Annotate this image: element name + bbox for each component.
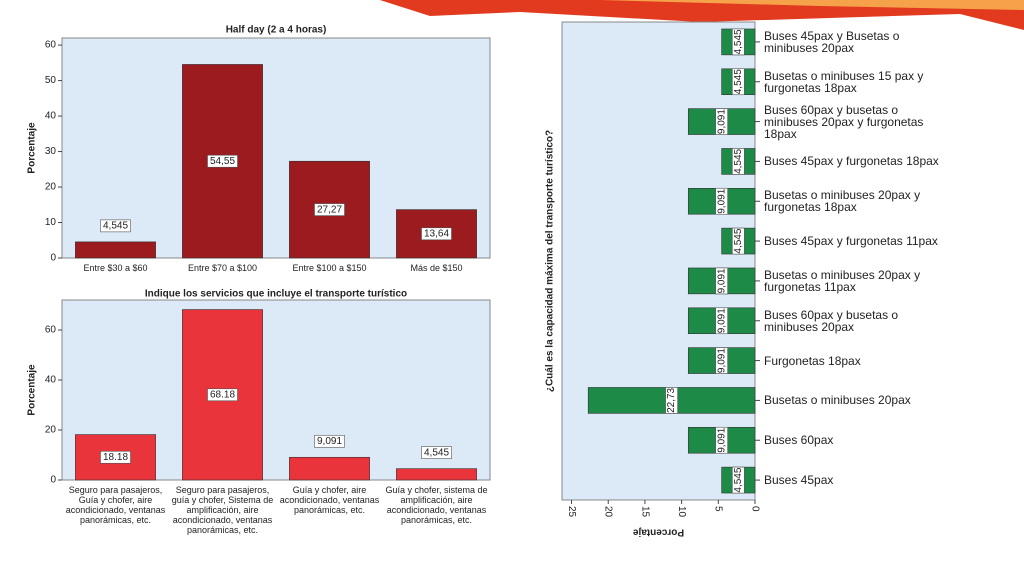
label-box [314, 434, 345, 448]
y-tick-label: 20 [45, 182, 57, 193]
data-label: 9,091 [716, 308, 727, 333]
y-tick-label: 0 [50, 253, 56, 264]
label-box [100, 450, 131, 464]
y-tick-label: 20 [45, 425, 57, 436]
plot-area [561, 21, 756, 501]
label-box [732, 28, 745, 56]
data-label: 9,091 [716, 427, 727, 452]
data-label: 68.18 [210, 389, 235, 400]
data-label: 22,73 [666, 387, 677, 412]
label-box [715, 187, 728, 215]
data-label: 9,091 [716, 268, 727, 293]
label-box [732, 466, 745, 494]
y-tick-label: 0 [50, 475, 56, 486]
decor [380, 0, 1024, 30]
y-tick-label: Buses 45pax y furgonetas 18pax [764, 154, 939, 169]
y-tick-label: 40 [45, 375, 57, 386]
x-tick-label: Guía y chofer, sistema de amplificación,… [385, 485, 488, 525]
y-tick-label: 60 [45, 40, 57, 51]
y-tick-label: 40 [45, 111, 57, 122]
y-tick-label: Busetas o minibuses 15 pax y furgonetas … [764, 68, 924, 95]
label-box [732, 148, 745, 175]
data-label: 4,545 [733, 29, 744, 54]
data-label: 4,545 [733, 69, 744, 94]
bar [396, 468, 477, 481]
label-box [100, 219, 131, 233]
data-label: 9,091 [317, 436, 342, 447]
x-tick-label: Guía y chofer, aire acondicionado, venta… [279, 485, 380, 515]
data-label: 54,55 [210, 156, 235, 167]
y-tick-label: Buses 60pax [764, 433, 834, 448]
x-tick-label: 0 [749, 506, 760, 512]
y-tick-label: Buses 45pax y Busetas o minibuses 20pax [764, 28, 900, 55]
bar [75, 241, 156, 259]
x-tick-label: 25 [566, 506, 577, 518]
x-tick-label: Seguro para pasajeros, guía y chofer, Si… [171, 485, 274, 535]
label-box [732, 68, 745, 96]
y-tick-label: Buses 60pax y busetas o minibuses 20pax [764, 307, 899, 334]
y-tick-label: Busetas o minibuses 20pax y furgonetas 1… [764, 267, 921, 294]
y-tick-label: Buses 45pax [764, 473, 834, 488]
x-tick-label: 15 [639, 506, 650, 518]
x-tick-label: Seguro para pasajeros, Guía y chofer, ai… [65, 485, 166, 525]
label-box [715, 307, 728, 335]
x-tick-label: Más de $150 [410, 263, 463, 273]
y-tick-label: 60 [45, 325, 57, 336]
data-label: 4,545 [733, 467, 744, 492]
y-tick-label: 50 [45, 75, 57, 86]
label-box [715, 108, 728, 135]
label-box [715, 267, 728, 295]
data-label: 9,091 [716, 348, 727, 373]
y-tick-label: Busetas o minibuses 20pax [764, 393, 911, 408]
y-tick-label: 30 [45, 146, 57, 157]
label-box [421, 446, 452, 459]
label-box [665, 387, 678, 414]
x-axis-label: Porcentaje [632, 526, 684, 537]
label-box [715, 347, 728, 374]
y-tick-label: Busetas o minibuses 20pax y furgonetas 1… [764, 188, 921, 215]
y-tick-label: Buses 45pax y furgonetas 11pax [764, 234, 938, 249]
data-label: 4,545 [733, 148, 744, 173]
x-tick-label: Entre $100 a $150 [292, 263, 367, 273]
chart-title: Half day (2 a 4 horas) [226, 25, 327, 36]
x-tick-label: 5 [713, 506, 724, 512]
data-label: 18.18 [103, 452, 128, 463]
label-box [314, 203, 345, 216]
data-label: 4,545 [424, 447, 449, 458]
data-label: 27,27 [317, 204, 342, 215]
label-box [207, 388, 238, 402]
x-tick-label: 10 [676, 506, 687, 518]
y-tick-label: 10 [45, 217, 57, 228]
y-axis-label: Porcentaje [27, 122, 38, 174]
data-label: 4,545 [733, 228, 744, 253]
label-box [207, 154, 238, 168]
y-axis-label: Porcentaje [27, 364, 38, 416]
y-tick-label: Furgonetas 18pax [764, 353, 861, 368]
label-box [732, 227, 745, 255]
y-tick-label: Buses 60pax y busetas o minibuses 20pax … [764, 102, 924, 141]
data-label: 9,091 [716, 109, 727, 134]
x-tick-label: Entre $30 a $60 [83, 263, 148, 273]
x-tick-label: Entre $70 a $100 [187, 263, 258, 273]
chart-title: Indique los servicios que incluye el tra… [145, 289, 407, 300]
bar [289, 456, 370, 481]
label-box [715, 426, 728, 454]
data-label: 13,64 [424, 228, 449, 239]
data-label: 4,545 [103, 221, 128, 232]
label-box [421, 227, 452, 241]
decor [600, 0, 1024, 10]
y-axis-label: ¿Cuál es la capacidad máxima del transpo… [545, 130, 556, 392]
x-tick-label: 20 [603, 506, 614, 518]
data-label: 9,091 [716, 188, 727, 213]
